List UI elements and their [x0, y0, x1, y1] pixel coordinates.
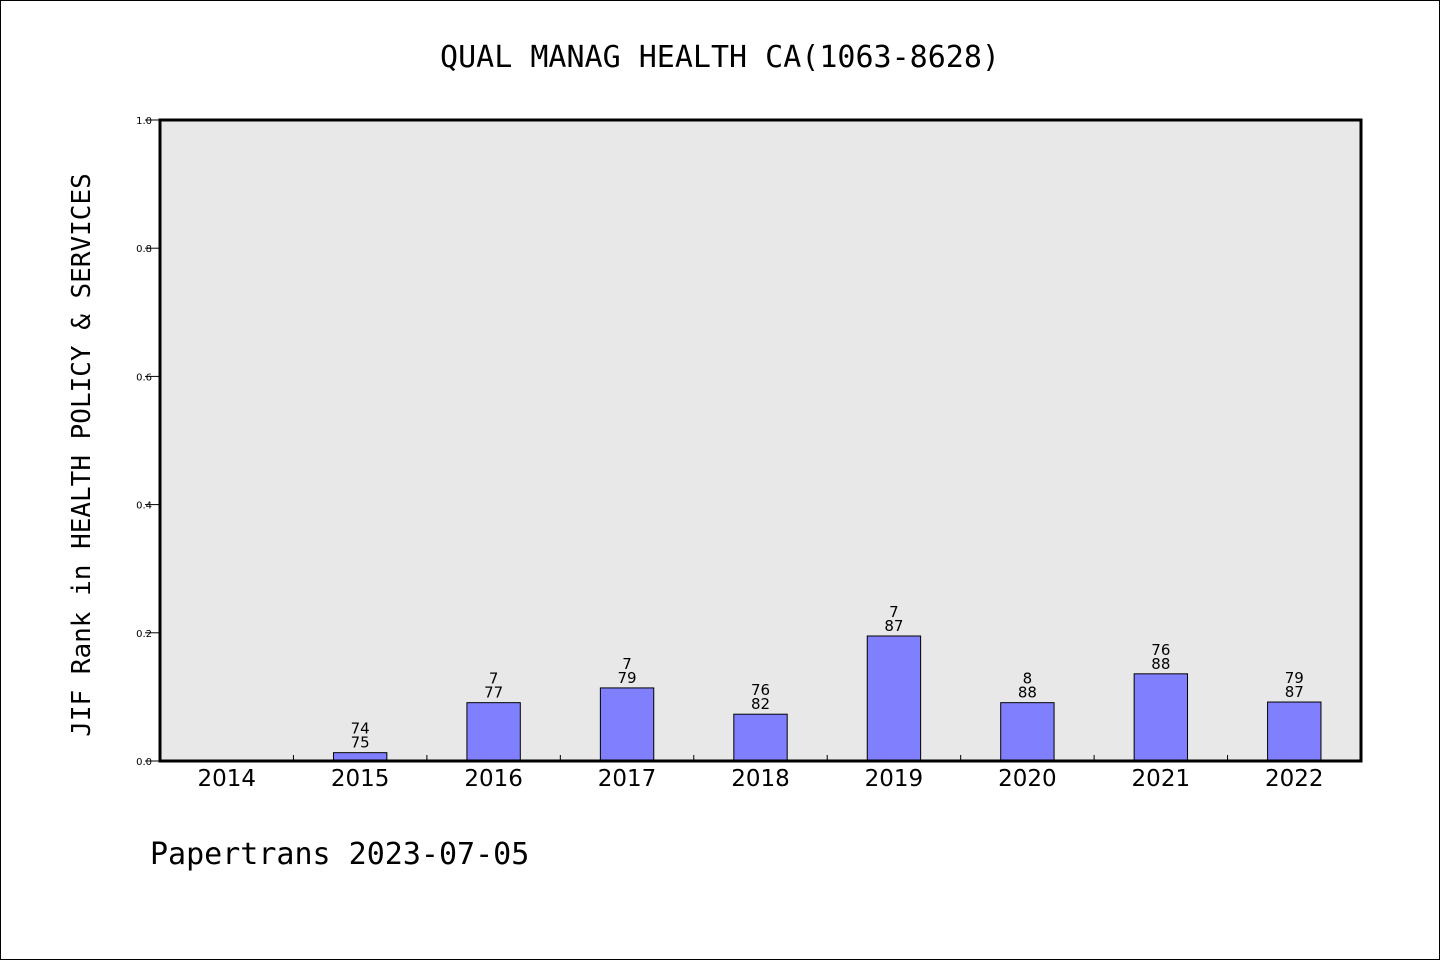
total-label-2021: 88 — [1151, 655, 1170, 673]
plot-border — [158, 118, 1363, 763]
total-label-2020: 88 — [1018, 684, 1037, 702]
rank-label-2022: 79 — [1285, 669, 1304, 687]
total-label-2015: 75 — [351, 734, 370, 752]
rank-label-2019: 7 — [889, 603, 899, 621]
y-tick-label: 0.4 — [136, 501, 152, 512]
rank-label-2018: 76 — [751, 681, 770, 699]
x-tick-label-2021: 2021 — [1132, 766, 1191, 792]
plot-area — [160, 120, 1361, 761]
total-label-2016: 77 — [484, 684, 503, 702]
x-tick-label-2020: 2020 — [998, 766, 1057, 792]
y-tick-label: 1.0 — [136, 116, 152, 127]
x-axis: 2014 2015 2016 2017 2018 2019 2020 2021 2022 — [197, 755, 1324, 792]
y-axis: 0.0 0.2 0.4 0.6 0.8 1.0 — [136, 116, 160, 768]
y-tick-label: 0.2 — [136, 629, 152, 640]
total-label-2022: 87 — [1285, 683, 1304, 701]
rank-label-2017: 7 — [622, 655, 632, 673]
bar-2021 — [1133, 673, 1189, 762]
x-tick-label-2016: 2016 — [464, 766, 523, 792]
x-tick-label-2019: 2019 — [865, 766, 924, 792]
bar-2017 — [599, 687, 655, 762]
rank-label-2016: 7 — [489, 670, 499, 688]
y-tick-label: 0.8 — [136, 244, 152, 255]
bar-2020 — [1000, 702, 1055, 762]
rank-label-2020: 8 — [1023, 670, 1033, 688]
rank-label-2015: 74 — [351, 720, 370, 738]
total-label-2017: 79 — [618, 669, 637, 687]
bar-2018 — [733, 713, 788, 762]
x-tick-label-2015: 2015 — [331, 766, 390, 792]
x-tick-label-2014: 2014 — [197, 766, 256, 792]
y-axis-label: JIF Rank in HEALTH POLICY & SERVICES — [67, 173, 97, 737]
bar-2016 — [466, 702, 521, 762]
total-label-2018: 82 — [751, 695, 770, 713]
bar-2019 — [866, 635, 922, 762]
bar-2022 — [1267, 701, 1322, 762]
footer-text: Papertrans 2023-07-05 — [150, 837, 529, 872]
x-tick-label-2017: 2017 — [598, 766, 657, 792]
y-tick-label: 0.6 — [136, 372, 152, 383]
x-tick-label-2018: 2018 — [731, 766, 790, 792]
chart-title: QUAL MANAG HEALTH CA(1063-8628) — [440, 40, 1000, 75]
y-tick-label: 0.0 — [136, 757, 152, 768]
rank-label-2021: 76 — [1151, 641, 1170, 659]
total-label-2019: 87 — [884, 617, 903, 635]
x-tick-label-2022: 2022 — [1265, 766, 1324, 792]
